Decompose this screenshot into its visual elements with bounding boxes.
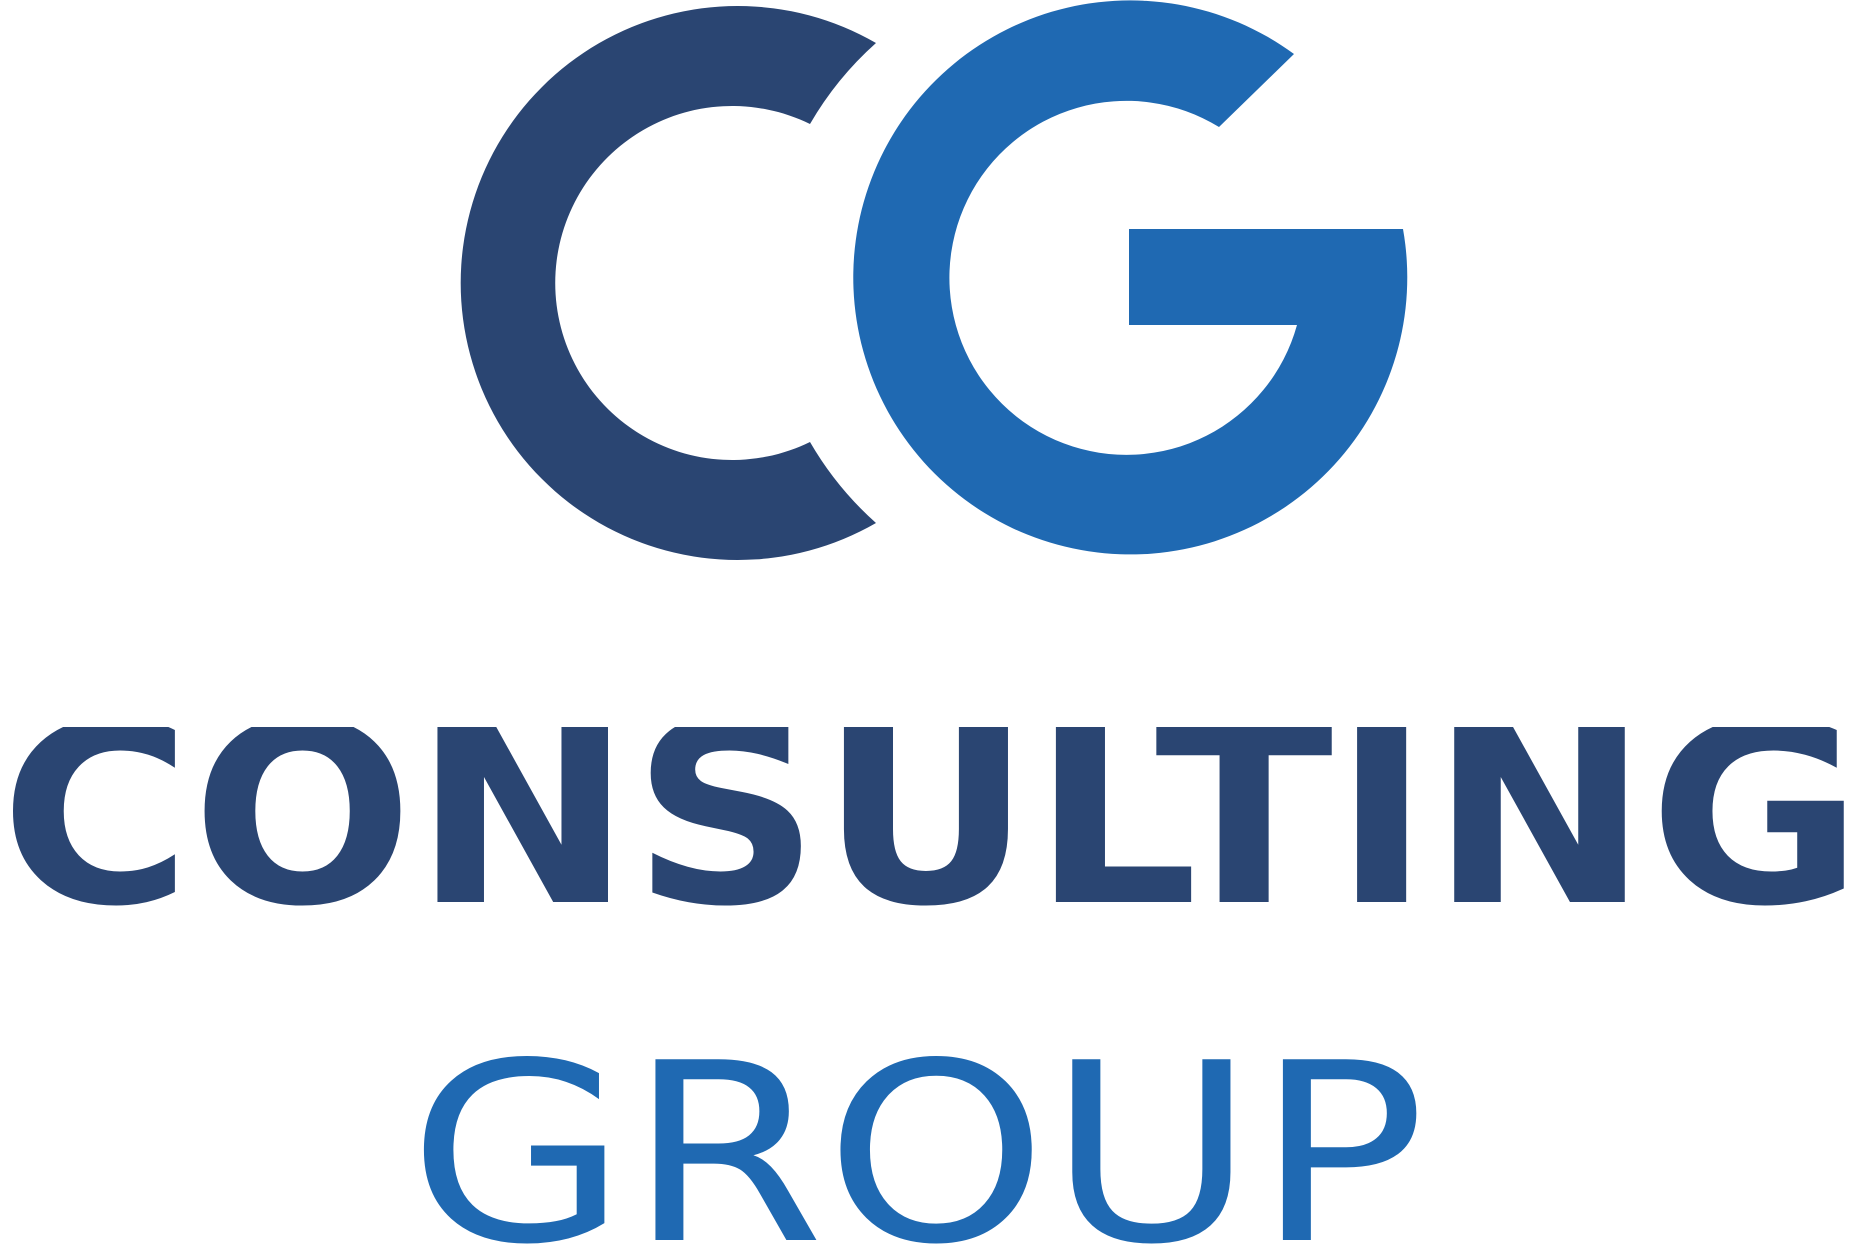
- cg-monogram: [460, 0, 1408, 560]
- monogram-letter-g: [853, 0, 1408, 555]
- wordmark-consulting-text: CONSULTING: [0, 727, 1863, 927]
- wordmark-line-group: GROUP: [0, 954, 1863, 1250]
- monogram-letter-c: [460, 5, 876, 560]
- wordmark-line-consulting: CONSULTING: [0, 727, 1863, 927]
- wordmark-group-text: GROUP: [408, 1011, 1426, 1250]
